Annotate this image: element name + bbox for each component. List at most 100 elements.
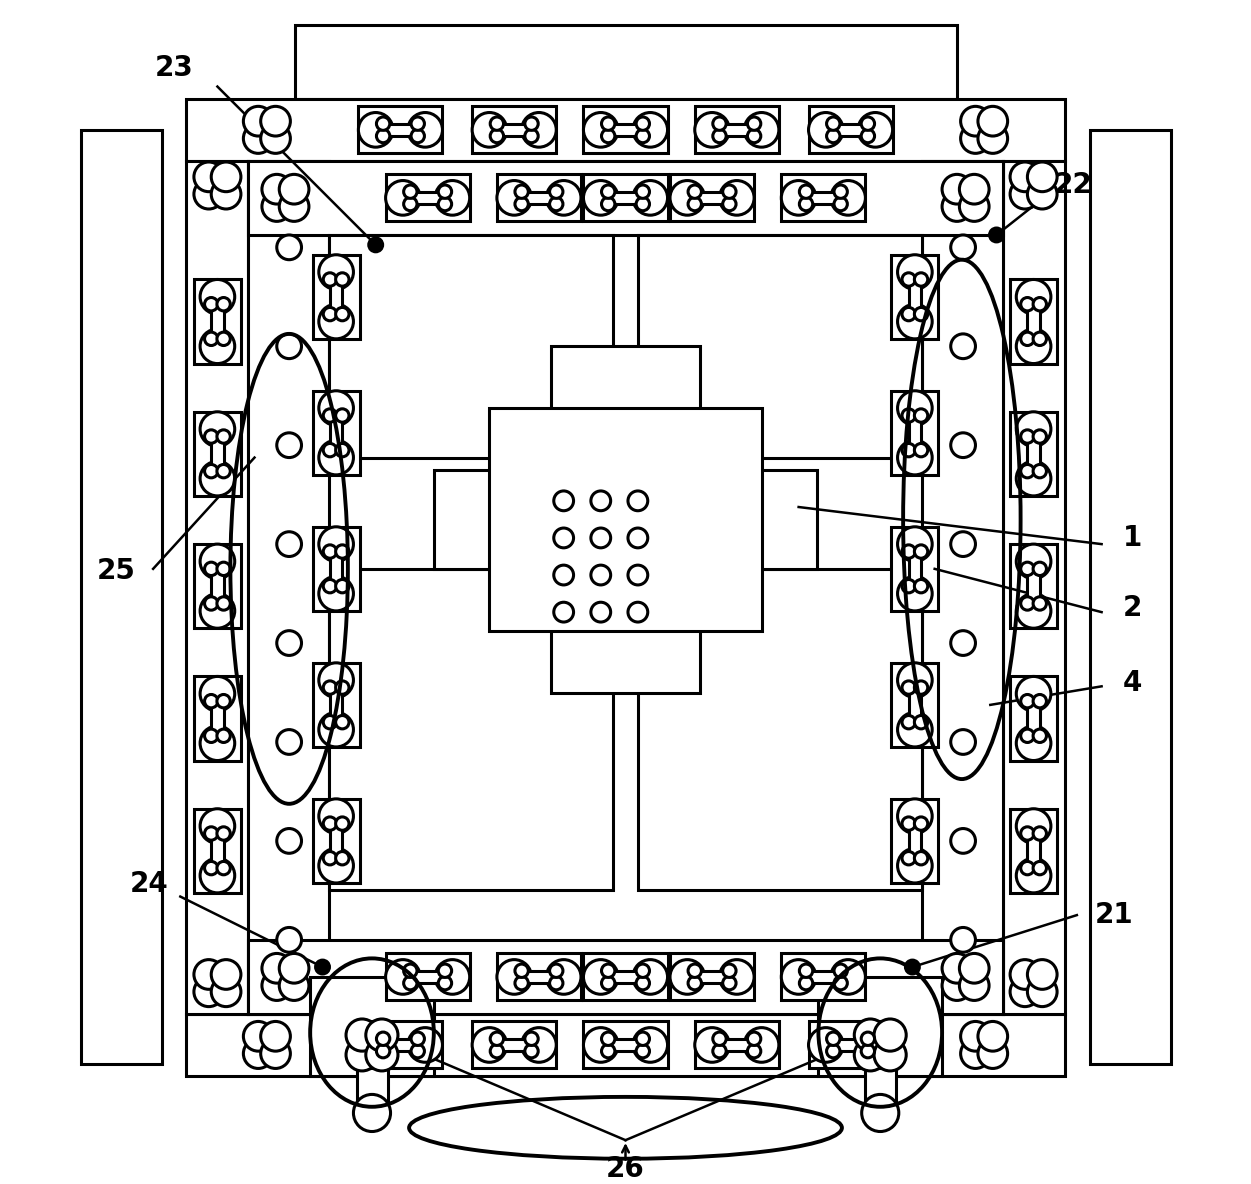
Bar [357, 1057, 388, 1113]
Bar [694, 192, 729, 204]
Circle shape [261, 953, 291, 983]
Circle shape [747, 129, 761, 143]
Circle shape [368, 238, 383, 252]
Circle shape [951, 433, 976, 457]
Circle shape [688, 964, 702, 978]
Circle shape [216, 695, 230, 708]
Circle shape [590, 528, 610, 548]
Circle shape [522, 1028, 557, 1062]
Circle shape [347, 1019, 378, 1051]
Circle shape [602, 1032, 614, 1045]
Bar [892, 255, 938, 339]
Circle shape [602, 977, 614, 990]
Circle shape [194, 959, 224, 990]
Bar [1027, 304, 1040, 339]
Circle shape [472, 1028, 507, 1062]
Circle shape [438, 185, 452, 199]
Bar [1027, 701, 1040, 735]
Circle shape [549, 185, 563, 199]
Bar [671, 174, 754, 221]
Circle shape [549, 977, 563, 990]
Circle shape [902, 545, 916, 558]
Circle shape [602, 117, 614, 130]
Circle shape [279, 174, 309, 204]
Bar [330, 824, 343, 858]
Bar [694, 1022, 779, 1068]
Circle shape [723, 964, 736, 978]
Circle shape [902, 272, 916, 287]
Circle shape [637, 964, 649, 978]
Circle shape [951, 234, 976, 259]
Circle shape [1016, 279, 1051, 314]
Circle shape [897, 848, 932, 883]
Circle shape [961, 123, 991, 154]
Circle shape [827, 1032, 839, 1045]
Bar [1010, 545, 1057, 629]
Circle shape [1021, 597, 1035, 610]
Circle shape [782, 180, 816, 215]
Circle shape [1033, 464, 1046, 478]
Circle shape [260, 1022, 290, 1051]
Bar [892, 799, 938, 883]
Circle shape [319, 527, 354, 561]
Circle shape [782, 959, 816, 995]
Text: 23: 23 [155, 54, 194, 82]
Bar [194, 809, 241, 893]
Circle shape [194, 977, 224, 1006]
Circle shape [637, 1032, 649, 1045]
Circle shape [200, 858, 235, 893]
Circle shape [216, 333, 230, 346]
Circle shape [688, 198, 702, 211]
Circle shape [404, 185, 417, 199]
Circle shape [583, 180, 618, 215]
Circle shape [515, 977, 528, 990]
Circle shape [244, 1022, 273, 1051]
Bar [329, 568, 613, 890]
Bar [330, 416, 343, 450]
Text: 26: 26 [607, 1154, 644, 1183]
Circle shape [1021, 464, 1035, 478]
Circle shape [897, 255, 932, 289]
Bar [833, 123, 868, 136]
Circle shape [1016, 676, 1051, 712]
Circle shape [897, 440, 932, 475]
Circle shape [628, 528, 648, 548]
Circle shape [942, 192, 972, 221]
Bar [908, 824, 921, 858]
Circle shape [244, 107, 273, 136]
Bar [358, 1022, 443, 1068]
Circle shape [1016, 329, 1051, 363]
Bar [313, 527, 359, 611]
Bar [694, 107, 779, 154]
Circle shape [276, 334, 301, 359]
Circle shape [276, 729, 301, 754]
Circle shape [628, 491, 648, 510]
Circle shape [1016, 462, 1051, 496]
Bar [608, 192, 643, 204]
Text: 22: 22 [1053, 172, 1092, 199]
Bar [358, 107, 443, 154]
Bar [313, 391, 359, 475]
Circle shape [216, 464, 230, 478]
Circle shape [1016, 726, 1051, 760]
Circle shape [279, 953, 309, 983]
Circle shape [637, 117, 649, 130]
Circle shape [897, 304, 932, 339]
Circle shape [902, 444, 916, 457]
Circle shape [808, 112, 843, 147]
Circle shape [279, 971, 309, 1000]
Bar [522, 192, 557, 204]
Circle shape [525, 1044, 538, 1057]
Bar [833, 1038, 868, 1051]
Bar [1010, 676, 1057, 760]
Circle shape [854, 1019, 887, 1051]
Circle shape [260, 1038, 290, 1068]
Circle shape [547, 180, 580, 215]
Circle shape [472, 112, 507, 147]
Circle shape [216, 862, 230, 875]
Circle shape [904, 959, 919, 974]
Circle shape [942, 971, 972, 1000]
Circle shape [827, 129, 839, 143]
Circle shape [205, 597, 218, 610]
Circle shape [323, 851, 337, 864]
